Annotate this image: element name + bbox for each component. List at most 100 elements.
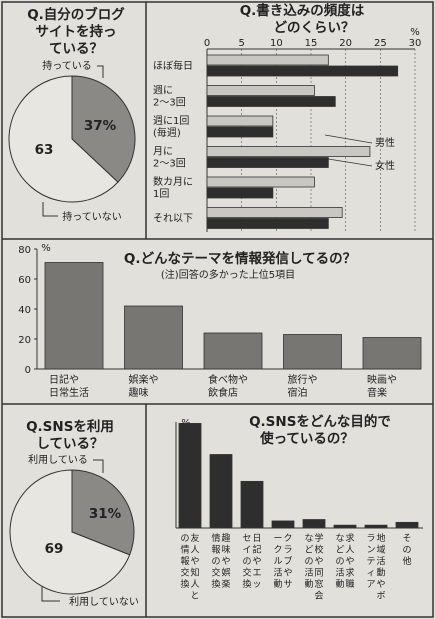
chart3-bar — [203, 332, 263, 370]
chart2-x-tick-label: 10 — [270, 38, 283, 49]
chart3-y-tick-label: 40 — [18, 305, 31, 316]
chart2-category-label: 2～3回 — [153, 97, 186, 109]
chart3-category-label: 映画や — [367, 374, 397, 386]
chart3-category-label: 日常生活 — [49, 386, 89, 399]
chart5-category-label: ランティア — [366, 533, 375, 590]
chart3-bar — [124, 305, 183, 370]
chart3-bar — [44, 262, 104, 370]
chart4-title: Q.SNSを利用 — [26, 418, 114, 435]
chart3-bar — [362, 337, 422, 370]
chart5-category-label: 情報の交換 — [211, 532, 220, 590]
chart3-y-tick-label: 20 — [18, 335, 31, 346]
chart4-slice-label: 利用していない — [69, 596, 139, 608]
chart5-bar — [395, 521, 419, 529]
chart5-bar — [209, 454, 233, 529]
chart2-bar-女性 — [206, 157, 329, 168]
chart1-title: ている？ — [49, 41, 103, 57]
chart2-x-tick-label: 15 — [305, 38, 318, 49]
chart2-category-label: 2～3回 — [153, 158, 186, 170]
chart2-category-label: ほぼ毎日 — [153, 59, 193, 72]
chart4-value-label: 69 — [45, 541, 64, 557]
chart3-title: Q.どんなテーマを情報発信してるの？ — [124, 250, 356, 267]
chart2-bar-女性 — [206, 187, 274, 199]
chart3-category-label: 音楽 — [367, 386, 387, 399]
chart2-bar-男性 — [206, 54, 329, 66]
chart2-legend-label: 男性 — [375, 136, 395, 149]
chart5-category-label: クラブやサ — [283, 533, 292, 590]
chart3-category-label: 日記や — [49, 373, 79, 386]
chart2-x-tick-label: 20 — [339, 38, 352, 49]
chart5-bar — [240, 480, 264, 529]
chart5-bar — [178, 423, 202, 529]
chart5-category-label: 日記やエッ — [252, 533, 261, 590]
chart2-unit: % — [410, 27, 420, 38]
chart5-category-label: その他 — [402, 533, 411, 567]
chart5-category-label: の情報交換 — [180, 534, 189, 590]
chart2-x-tick-label: 30 — [409, 38, 422, 49]
chart1-value-label: 37% — [84, 118, 117, 134]
chart3-y-tick-label: 80 — [18, 245, 31, 256]
chart4-pie-slice-0 — [71, 469, 135, 556]
chart3-y-tick-label: 60 — [18, 275, 31, 286]
chart1-leader-line — [97, 65, 104, 78]
chart4-leader-line — [93, 459, 104, 473]
chart2-bar-男性 — [206, 115, 274, 127]
chart4-value-label: 31% — [89, 506, 122, 522]
chart3-category-label: 食べ物や — [208, 373, 248, 386]
chart5-category-label: 地域活動やボ — [376, 532, 385, 602]
chart4-slice-label: 利用している — [28, 454, 88, 466]
chart3-subtitle: (注)回答の多かった上位5項目 — [161, 268, 295, 281]
chart2-x-tick-label: 25 — [374, 38, 387, 49]
chart5-category-label: 友人や知人と — [190, 532, 199, 602]
chart2-category-label: (毎週) — [153, 126, 181, 139]
chart2-title: どのくらい？ — [274, 20, 355, 36]
chart3-category-label: 飲食店 — [208, 386, 238, 399]
chart2-legend-leader — [324, 134, 373, 144]
chart3-category-label: 趣味 — [129, 386, 149, 399]
chart5-bar — [271, 520, 295, 529]
chart2-bar-女性 — [206, 126, 274, 138]
chart4-title: している？ — [36, 436, 103, 452]
chart5-category-label: 求人や求職 — [345, 532, 354, 590]
chart3-category-label: 宿泊 — [288, 386, 308, 399]
chart5-category-label: 趣味や娯楽 — [221, 532, 230, 590]
chart5-category-label: などの活動 — [335, 533, 344, 590]
chart3-category-label: 旅行や — [288, 373, 318, 386]
chart2-legend-leader — [321, 157, 373, 167]
chart3-bar — [283, 334, 342, 370]
chart4-pie-slice-1 — [9, 469, 131, 595]
chart5-title: Q.SNSをどんな目的で — [249, 413, 391, 430]
chart5-category-label: ークル活動 — [273, 534, 282, 590]
chart5-title: 使っているの？ — [259, 430, 354, 447]
chart5-bar — [364, 524, 388, 529]
chart2-bar-女性 — [206, 65, 399, 77]
chart1-title: サイトを持っ — [36, 23, 117, 40]
chart4-leader-line — [41, 586, 60, 602]
chart2-category-label: 週に — [153, 85, 173, 97]
chart1-slice-label: 持っていない — [62, 210, 122, 223]
chart2-category-label: 週に1回 — [153, 115, 189, 127]
chart5-category-label: 学校や同窓会 — [314, 532, 323, 602]
chart5-bar — [302, 519, 326, 529]
chart2-bar-男性 — [206, 176, 315, 188]
chart1-value-label: 63 — [35, 142, 54, 158]
chart1-slice-label: 持っている — [42, 59, 92, 72]
chart2-bar-男性 — [206, 207, 343, 218]
chart3-category-label: 娯楽や — [129, 373, 159, 386]
chart2-x-tick-label: 5 — [238, 38, 244, 49]
chart5-category-label: セイの交換 — [242, 533, 251, 590]
chart5-bar — [333, 524, 357, 529]
chart2-category-label: 数カ月に — [153, 175, 193, 188]
chart3-y-tick-label: 0 — [25, 365, 31, 376]
chart1-title: Q.自分のブログ — [27, 6, 125, 23]
chart2-bar-女性 — [206, 218, 329, 229]
chart2-bar-男性 — [206, 85, 315, 96]
chart2-bar-女性 — [206, 96, 336, 107]
chart2-category-label: 月に — [153, 146, 173, 158]
chart1-leader-line — [42, 202, 58, 217]
chart3-unit: % — [41, 243, 51, 254]
chart5-category-label: などの活動 — [304, 533, 313, 590]
chart2-title: Q.書き込みの頻度は — [240, 2, 365, 19]
chart2-legend-label: 女性 — [375, 159, 395, 172]
